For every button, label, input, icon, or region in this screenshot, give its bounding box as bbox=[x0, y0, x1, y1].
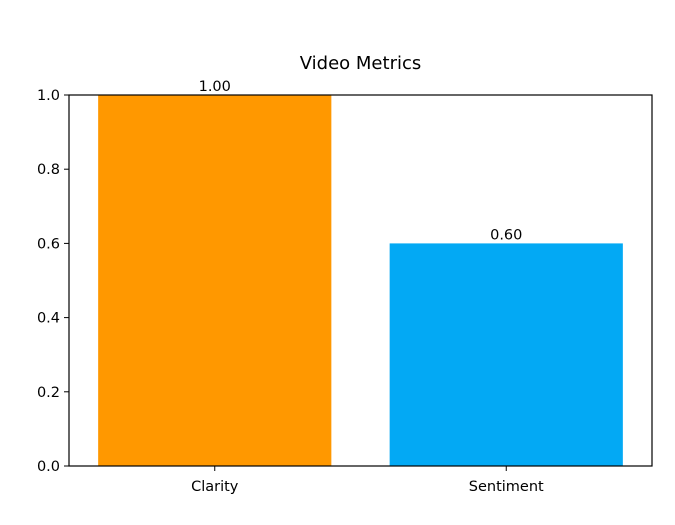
y-tick-label: 0.4 bbox=[37, 311, 60, 327]
chart-title: Video Metrics bbox=[300, 53, 422, 74]
data-label: 0.60 bbox=[490, 227, 522, 243]
y-tick-label: 1.0 bbox=[37, 88, 60, 104]
data-label: 1.00 bbox=[199, 79, 231, 95]
x-axis: Clarity Sentiment bbox=[191, 466, 544, 495]
bar-sentiment bbox=[389, 243, 623, 466]
plot-frame bbox=[68, 94, 653, 467]
x-tick-label: Clarity bbox=[191, 479, 239, 495]
bars-group bbox=[98, 95, 623, 466]
y-tick-label: 0.8 bbox=[37, 162, 60, 178]
bar-clarity bbox=[98, 95, 332, 466]
y-tick-label: 0.2 bbox=[37, 385, 60, 401]
y-tick-label: 0.0 bbox=[37, 459, 60, 475]
x-tick-label: Sentiment bbox=[469, 479, 544, 495]
y-tick-label: 0.6 bbox=[37, 236, 60, 252]
data-labels-group: 1.00 0.60 bbox=[199, 79, 523, 243]
y-axis: 0.0 0.2 0.4 0.6 0.8 1.0 bbox=[37, 88, 69, 475]
